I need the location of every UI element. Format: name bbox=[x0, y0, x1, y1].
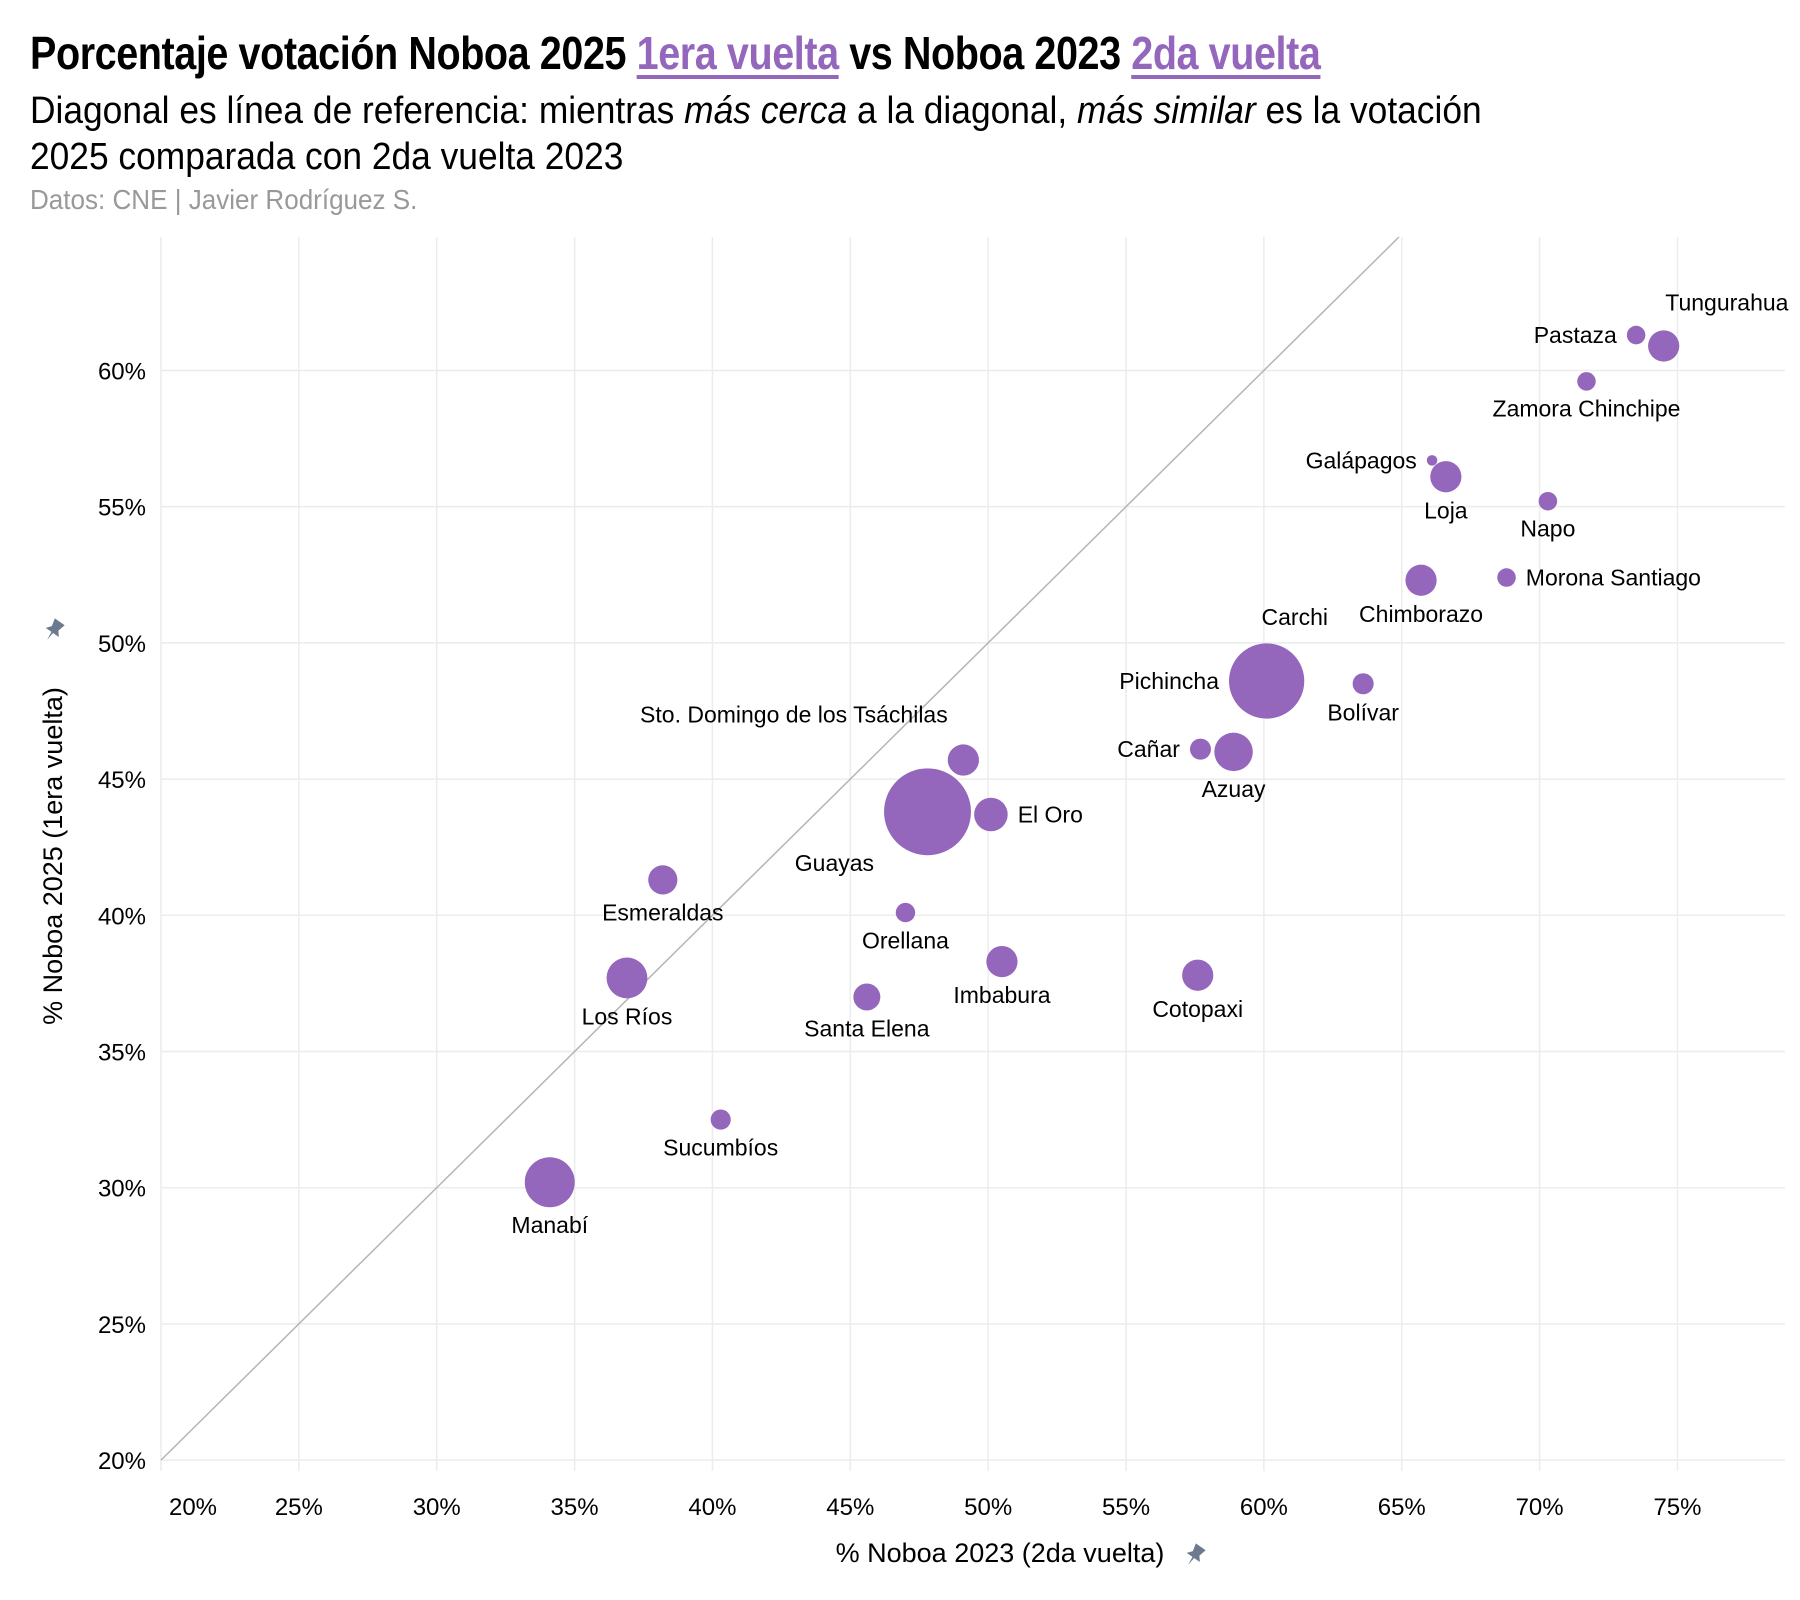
x-tick-label: 65% bbox=[1378, 1494, 1426, 1521]
point-label: Sucumbíos bbox=[663, 1135, 778, 1161]
point-label: Cañar bbox=[1117, 736, 1180, 762]
point-label: El Oro bbox=[1018, 802, 1083, 828]
data-point bbox=[1626, 325, 1646, 345]
title-text: vs Noboa 2023 bbox=[838, 27, 1132, 79]
data-point bbox=[1189, 738, 1211, 760]
chart-subtitle: Diagonal es línea de referencia: mientra… bbox=[30, 88, 1704, 180]
x-tick-label: 30% bbox=[413, 1494, 461, 1521]
point-label: Carchi bbox=[1262, 604, 1328, 630]
subtitle-emphasis: más similar bbox=[1077, 90, 1256, 132]
point-label: Galápagos bbox=[1306, 447, 1417, 473]
data-point bbox=[606, 957, 648, 999]
data-point bbox=[1257, 644, 1276, 663]
data-point bbox=[524, 1157, 575, 1208]
point-label: Los Ríos bbox=[582, 1003, 673, 1029]
y-tick-label: 55% bbox=[98, 495, 146, 522]
subtitle-text: Diagonal es línea de referencia: mientra… bbox=[30, 90, 685, 132]
x-tick-label: 70% bbox=[1516, 1494, 1564, 1521]
axis-ticks: 20% 25% 30% 35% 40% 45% 50% 55% 60% 65% 70% 75% 20% 2… bbox=[98, 358, 1702, 1521]
x-tick-label: 75% bbox=[1653, 1494, 1701, 1521]
y-tick-label: 50% bbox=[98, 631, 146, 658]
point-label: Pastaza bbox=[1534, 322, 1617, 348]
x-tick-label: 60% bbox=[1240, 1494, 1288, 1521]
point-label: Chimborazo bbox=[1359, 601, 1483, 627]
point-label: Azuay bbox=[1202, 776, 1266, 802]
y-tick-label: 30% bbox=[98, 1176, 146, 1203]
point-label: Pichincha bbox=[1119, 668, 1219, 694]
data-point bbox=[1405, 564, 1437, 596]
data-point bbox=[1538, 491, 1558, 511]
x-tick-label: 35% bbox=[551, 1494, 599, 1521]
title-highlight-2da-vuelta: 2da vuelta bbox=[1131, 27, 1321, 79]
point-label: Santa Elena bbox=[804, 1016, 930, 1042]
point-label: Orellana bbox=[862, 927, 949, 953]
data-point bbox=[1430, 461, 1462, 493]
x-axis-title: % Noboa 2023 (2da vuelta) bbox=[836, 1538, 1165, 1568]
x-tick-label: 45% bbox=[826, 1494, 874, 1521]
point-labels: Tungurahua Pastaza Zamora Chinchipe Galápag… bbox=[511, 289, 1788, 1238]
y-tick-label: 60% bbox=[98, 358, 146, 385]
chart-source: Datos: CNE | Javier Rodríguez S. bbox=[30, 184, 418, 215]
data-point bbox=[1426, 455, 1438, 466]
subtitle-text: a la diagonal, bbox=[847, 90, 1078, 132]
subtitle-text: 2025 comparada con 2da vuelta 2023 bbox=[30, 136, 624, 178]
x-tick-label: 50% bbox=[964, 1494, 1012, 1521]
reference-diagonal bbox=[160, 236, 1400, 1461]
pin-shape bbox=[1186, 1543, 1206, 1565]
point-label: Cotopaxi bbox=[1152, 996, 1243, 1022]
data-point bbox=[884, 768, 971, 856]
subtitle-text: es la votación bbox=[1255, 90, 1482, 132]
point-label: Esmeraldas bbox=[602, 899, 723, 925]
data-point bbox=[895, 902, 916, 923]
point-label: Napo bbox=[1520, 516, 1575, 542]
point-label: Morona Santiago bbox=[1526, 565, 1701, 591]
data-point bbox=[974, 797, 1008, 832]
data-point bbox=[986, 945, 1018, 978]
y-axis-title: % Noboa 2025 (1era vuelta) bbox=[38, 687, 68, 1025]
y-tick-label: 45% bbox=[98, 767, 146, 794]
x-tick-label: 20% bbox=[169, 1494, 217, 1521]
grid bbox=[160, 237, 1785, 1471]
title-text: Porcentaje votación Noboa 2025 bbox=[30, 27, 637, 79]
point-label: Manabí bbox=[511, 1212, 588, 1238]
data-point bbox=[1497, 568, 1516, 587]
pin-shape bbox=[45, 618, 65, 640]
y-tick-label: 25% bbox=[98, 1312, 146, 1339]
y-tick-label: 35% bbox=[98, 1039, 146, 1066]
point-label: Tungurahua bbox=[1665, 289, 1788, 315]
point-label: Sto. Domingo de los Tsáchilas bbox=[640, 701, 948, 727]
subtitle-emphasis: más cerca bbox=[684, 90, 848, 132]
point-label: Guayas bbox=[795, 850, 874, 876]
y-tick-label: 20% bbox=[98, 1448, 146, 1475]
x-tick-label: 25% bbox=[275, 1494, 323, 1521]
data-point bbox=[1577, 372, 1596, 391]
data-point bbox=[1352, 673, 1374, 695]
point-label: Imbabura bbox=[953, 982, 1050, 1008]
pin-icon bbox=[1186, 1543, 1206, 1565]
x-tick-label: 40% bbox=[688, 1494, 736, 1521]
point-label: Zamora Chinchipe bbox=[1493, 396, 1681, 422]
data-point bbox=[1648, 330, 1680, 362]
points bbox=[524, 325, 1680, 1208]
data-point bbox=[1229, 643, 1305, 719]
chart-title: Porcentaje votación Noboa 2025 1era vuel… bbox=[30, 26, 1321, 80]
data-point bbox=[710, 1109, 731, 1130]
data-point bbox=[853, 983, 881, 1011]
y-tick-label: 40% bbox=[98, 903, 146, 930]
data-point bbox=[947, 744, 979, 776]
pin-icon bbox=[45, 618, 65, 640]
data-point bbox=[1214, 732, 1253, 772]
title-highlight-1era-vuelta: 1era vuelta bbox=[636, 27, 839, 79]
data-point bbox=[1182, 959, 1214, 991]
x-tick-label: 55% bbox=[1102, 1494, 1150, 1521]
data-point bbox=[648, 865, 678, 895]
point-label: Bolívar bbox=[1327, 699, 1399, 725]
point-label: Loja bbox=[1424, 497, 1468, 523]
